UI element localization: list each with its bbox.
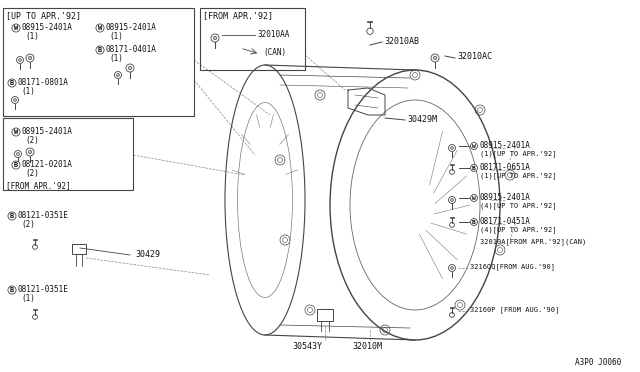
Circle shape	[28, 57, 31, 60]
Text: [FROM APR.'92]: [FROM APR.'92]	[203, 11, 273, 20]
Text: (2): (2)	[25, 169, 39, 178]
Text: 08915-2401A: 08915-2401A	[480, 141, 531, 150]
Text: (2): (2)	[25, 136, 39, 145]
Text: 08915-2401A: 08915-2401A	[480, 193, 531, 202]
Text: 08121-0201A: 08121-0201A	[22, 160, 73, 169]
Circle shape	[451, 147, 453, 150]
Bar	[200, 8, 305, 70]
Text: (1): (1)	[21, 294, 35, 303]
Text: B: B	[10, 80, 14, 86]
Text: (4)[UP TO APR.'92]: (4)[UP TO APR.'92]	[480, 202, 557, 209]
Text: B: B	[98, 47, 102, 53]
Text: 08171-0451A: 08171-0451A	[480, 217, 531, 226]
Circle shape	[28, 150, 31, 154]
Circle shape	[13, 99, 17, 102]
Text: (4)[UP TO APR.'92]: (4)[UP TO APR.'92]	[480, 226, 557, 233]
Text: 08915-2401A: 08915-2401A	[106, 23, 157, 32]
Text: 08171-0801A: 08171-0801A	[18, 78, 69, 87]
Text: 32160P [FROM AUG.'90]: 32160P [FROM AUG.'90]	[470, 306, 559, 313]
Text: B: B	[472, 219, 476, 224]
Text: 30429: 30429	[135, 250, 160, 259]
Circle shape	[129, 66, 132, 70]
Text: W: W	[98, 25, 102, 31]
Text: 08121-0351E: 08121-0351E	[18, 285, 69, 294]
Text: (1): (1)	[25, 32, 39, 41]
Circle shape	[451, 267, 453, 269]
Circle shape	[17, 153, 19, 155]
Text: 30429M: 30429M	[407, 115, 437, 124]
Text: 32010AB: 32010AB	[384, 37, 419, 46]
Bar	[317, 309, 333, 321]
Text: W: W	[14, 25, 18, 31]
Text: 08915-2401A: 08915-2401A	[22, 127, 73, 136]
Text: A3P0 J0060: A3P0 J0060	[575, 358, 621, 367]
Circle shape	[433, 57, 436, 60]
Text: B: B	[10, 213, 14, 219]
Text: B: B	[10, 287, 14, 293]
Text: (1): (1)	[21, 87, 35, 96]
Text: W: W	[14, 129, 18, 135]
Text: W: W	[472, 144, 476, 148]
Text: 32010AA: 32010AA	[257, 30, 289, 39]
Text: (CAN): (CAN)	[263, 48, 286, 57]
Text: 3216OQ[FROM AUG.'90]: 3216OQ[FROM AUG.'90]	[470, 263, 555, 270]
Text: 30543Y: 30543Y	[292, 342, 322, 351]
Circle shape	[213, 36, 216, 39]
Circle shape	[19, 59, 21, 61]
Text: 08915-2401A: 08915-2401A	[22, 23, 73, 32]
Bar	[3, 8, 194, 116]
Circle shape	[451, 199, 453, 201]
Text: (1): (1)	[109, 32, 123, 41]
Text: (2): (2)	[21, 220, 35, 229]
Text: B: B	[14, 162, 18, 168]
Text: 08171-0651A: 08171-0651A	[480, 163, 531, 172]
Text: 08121-0351E: 08121-0351E	[18, 211, 69, 220]
Text: [UP TO APR.'92]: [UP TO APR.'92]	[6, 11, 81, 20]
Text: W: W	[472, 196, 476, 201]
Text: 32010AC: 32010AC	[457, 52, 492, 61]
Text: (1)[UP TO APR.'92]: (1)[UP TO APR.'92]	[480, 172, 557, 179]
Text: (1)[UP TO APR.'92]: (1)[UP TO APR.'92]	[480, 150, 557, 157]
Text: (1): (1)	[109, 54, 123, 63]
Bar	[72, 244, 86, 254]
Text: B: B	[472, 166, 476, 170]
Text: [FROM APR.'92]: [FROM APR.'92]	[6, 181, 71, 190]
Text: 32010A[FROM APR.'92](CAN): 32010A[FROM APR.'92](CAN)	[480, 238, 586, 245]
Text: 32010M: 32010M	[352, 342, 382, 351]
Text: 08171-0401A: 08171-0401A	[106, 45, 157, 54]
Circle shape	[116, 74, 120, 76]
Bar	[3, 118, 133, 190]
